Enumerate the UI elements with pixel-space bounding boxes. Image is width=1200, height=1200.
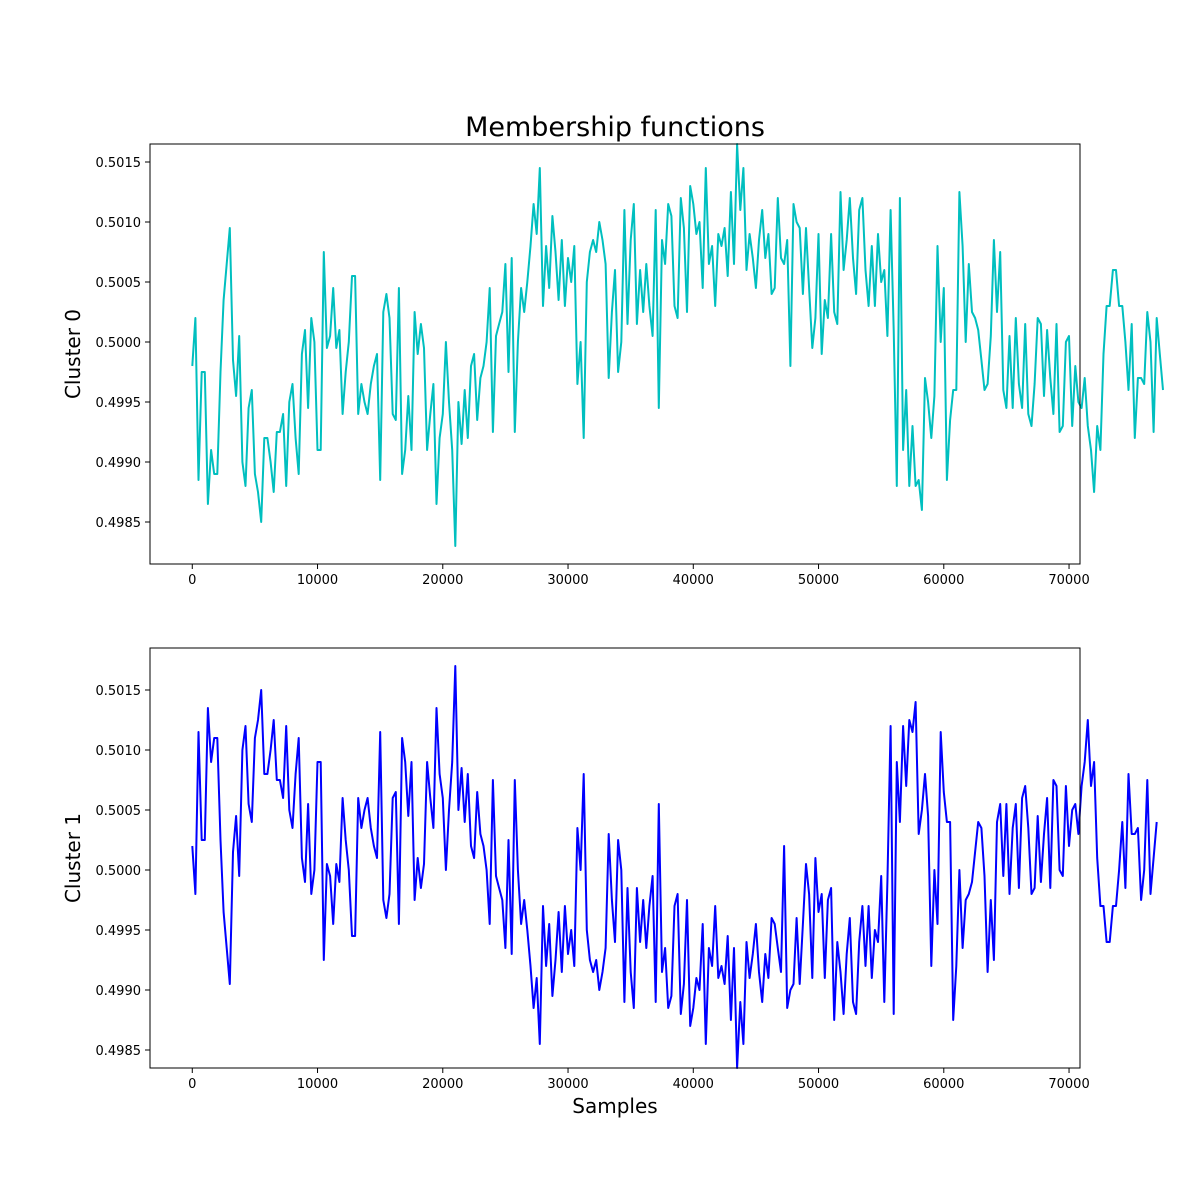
x-tick-label: 50000 <box>798 1077 839 1092</box>
x-tick-label: 0 <box>188 573 196 588</box>
y-axis-title-cluster-0: Cluster 0 <box>61 309 85 399</box>
x-tick-label: 40000 <box>673 1077 714 1092</box>
plot-cluster-1: 0 10000 20000 30000 40000 50000 60000 70000 0.49… <box>61 647 1158 1118</box>
y-tick-label: 0.5015 <box>96 684 142 699</box>
y-tick-label: 0.4990 <box>96 456 142 471</box>
plot-frame-0 <box>149 143 1081 565</box>
x-tick-label: 10000 <box>297 1077 338 1092</box>
y-tick-label: 0.5005 <box>96 804 142 819</box>
y-tick-label: 0.5015 <box>96 156 142 171</box>
x-tick-label: 60000 <box>923 1077 964 1092</box>
y-tick-label: 0.5000 <box>96 336 142 351</box>
y-tick-label: 0.5010 <box>96 744 142 759</box>
y-tick-label: 0.5010 <box>96 216 142 231</box>
y-tick-label: 0.4985 <box>96 516 142 531</box>
x-tick-label: 20000 <box>422 1077 463 1092</box>
x-tick-label: 0 <box>188 1077 196 1092</box>
x-tick-label: 70000 <box>1048 573 1089 588</box>
y-tick-label: 0.5000 <box>96 864 142 879</box>
x-tick-label: 30000 <box>547 573 588 588</box>
plot-1-content: 0 10000 20000 30000 40000 50000 60000 70000 0.49… <box>96 647 1158 1092</box>
x-tick-label: 70000 <box>1048 1077 1089 1092</box>
x-tick-label: 30000 <box>547 1077 588 1092</box>
plot-cluster-0: 0 10000 20000 30000 40000 50000 60000 70000 0.49… <box>61 143 1164 588</box>
x-tick-label: 50000 <box>798 573 839 588</box>
plot-frame-1 <box>149 647 1081 1069</box>
y-tick-label: 0.4995 <box>96 924 142 939</box>
x-tick-label: 20000 <box>422 573 463 588</box>
x-tick-label: 40000 <box>673 573 714 588</box>
y-tick-label: 0.4995 <box>96 396 142 411</box>
x-tick-label: 60000 <box>923 573 964 588</box>
y-tick-label: 0.4985 <box>96 1044 142 1059</box>
plot-0-content: 0 10000 20000 30000 40000 50000 60000 70000 0.49… <box>96 143 1164 588</box>
series-line-1-0 <box>191 665 1158 1069</box>
y-tick-label: 0.5005 <box>96 276 142 291</box>
series-line-0-0 <box>191 143 1164 547</box>
chart-title: Membership functions <box>465 112 765 143</box>
x-axis-title-samples: Samples <box>572 1094 657 1118</box>
y-axis-title-cluster-1: Cluster 1 <box>61 813 85 903</box>
x-tick-label: 10000 <box>297 573 338 588</box>
y-tick-label: 0.4990 <box>96 984 142 999</box>
